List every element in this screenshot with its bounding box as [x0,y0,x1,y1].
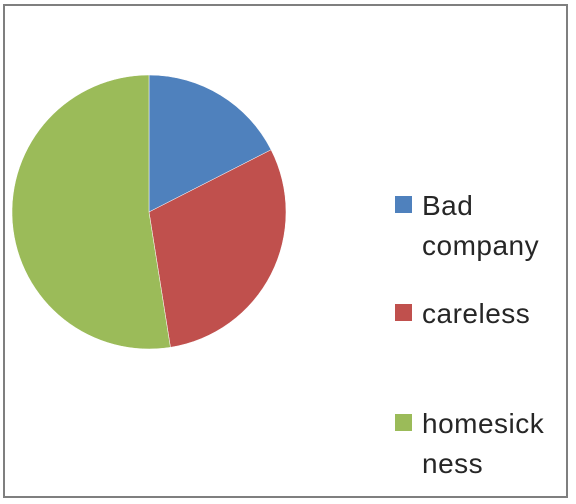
legend-item-careless: careless [395,294,567,334]
legend-label-careless: careless [422,294,567,334]
legend-label-homesickness: homesick ness [422,404,567,484]
legend-item-homesickness: homesick ness [395,404,567,484]
legend-label-line: homesick [422,408,545,439]
pie-slice-homesickness [11,74,171,350]
legend-label-line: ness [422,448,484,479]
legend-swatch-bad-company [395,196,412,213]
legend-label-line: company [422,230,540,261]
pie-slice-careless [148,149,287,348]
legend-label-bad-company: Bad company [422,186,567,266]
legend-label-line: Bad [422,190,474,221]
legend-label-line: careless [422,298,531,329]
pie-slices [11,74,287,350]
legend-swatch-homesickness [395,414,412,431]
legend-swatch-careless [395,304,412,321]
pie-slice-bad-company [148,74,272,213]
legend-item-bad-company: Bad company [395,186,567,266]
